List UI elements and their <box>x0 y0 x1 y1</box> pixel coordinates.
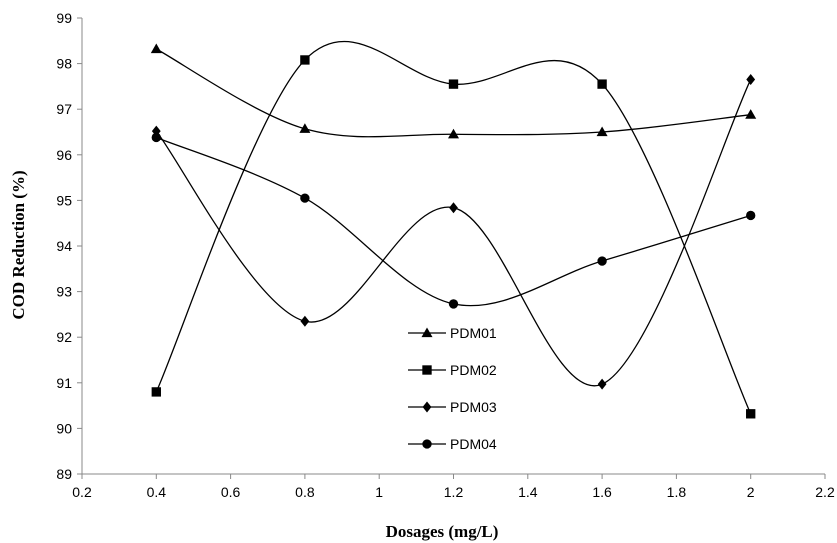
series-pdm02 <box>151 40 756 419</box>
y-tick-label: 95 <box>56 192 72 208</box>
x-tick-label: 1.4 <box>518 484 538 500</box>
legend-item-pdm02: PDM02 <box>408 362 497 378</box>
legend-marker-pdm01 <box>421 327 433 338</box>
data-point-pdm01 <box>745 109 757 119</box>
legend-label: PDM01 <box>450 325 497 341</box>
y-tick-label: 94 <box>56 238 72 254</box>
legend-label: PDM03 <box>450 399 497 415</box>
series-pdm03 <box>151 74 756 390</box>
y-tick-label: 98 <box>56 56 72 72</box>
data-point-pdm04 <box>151 132 161 143</box>
legend-item-pdm03: PDM03 <box>408 399 497 415</box>
data-point-pdm02 <box>746 409 756 419</box>
legend-marker-pdm02 <box>422 365 432 375</box>
y-tick-labels: 89 90 91 92 93 94 95 96 97 98 99 <box>56 10 82 482</box>
legend-item-pdm04: PDM04 <box>408 436 497 452</box>
x-tick-label: 0.8 <box>295 484 315 500</box>
legend-marker-pdm03 <box>422 401 432 413</box>
data-point-pdm03 <box>300 315 310 327</box>
data-point-pdm01 <box>150 43 162 54</box>
data-point-pdm01 <box>596 126 608 137</box>
data-point-pdm03 <box>597 378 607 390</box>
y-tick-label: 89 <box>56 466 72 482</box>
x-tick-label: 0.6 <box>221 484 241 500</box>
y-tick-label: 90 <box>56 420 72 436</box>
x-tick-label: 0.2 <box>72 484 92 500</box>
data-point-pdm04 <box>746 210 756 221</box>
x-axis-title: Dosages (mg/L) <box>386 522 499 541</box>
data-point-pdm04 <box>300 193 310 203</box>
y-tick-label: 92 <box>56 329 72 345</box>
series-line-pdm04 <box>156 136 751 307</box>
y-axis-title: COD Reduction (%) <box>9 170 28 319</box>
data-point-pdm02 <box>151 387 161 397</box>
y-tick-label: 93 <box>56 284 72 300</box>
y-tick-label: 99 <box>56 10 72 26</box>
legend-label: PDM04 <box>450 436 497 452</box>
series-line-pdm01 <box>155 48 751 138</box>
legend: PDM01 PDM02 PDM03 PDM04 <box>408 325 497 452</box>
x-tick-label: 2.2 <box>815 484 835 500</box>
series-line-pdm03 <box>155 79 752 387</box>
data-point-pdm02 <box>448 79 459 89</box>
x-tick-label: 0.4 <box>147 484 167 500</box>
y-tick-label: 91 <box>56 375 72 391</box>
data-point-pdm04 <box>597 256 607 266</box>
legend-item-pdm01: PDM01 <box>408 325 497 341</box>
y-tick-label: 97 <box>56 101 72 117</box>
legend-marker-pdm04 <box>422 439 432 449</box>
data-point-pdm03 <box>449 202 458 214</box>
x-tick-labels: 0.2 0.4 0.6 0.8 1 1.2 1.4 1.6 1.8 2 2.2 <box>72 474 835 500</box>
x-tick-label: 1.8 <box>667 484 687 500</box>
x-tick-label: 2 <box>747 484 755 500</box>
x-tick-label: 1.6 <box>592 484 612 500</box>
data-point-pdm04 <box>448 299 459 309</box>
x-tick-label: 1.2 <box>444 484 464 500</box>
data-point-pdm03 <box>746 74 756 86</box>
series-layer <box>150 40 757 419</box>
legend-label: PDM02 <box>450 362 497 378</box>
y-tick-label: 96 <box>56 147 72 163</box>
data-point-pdm02 <box>300 55 310 65</box>
data-point-pdm01 <box>299 123 311 133</box>
x-tick-label: 1 <box>375 484 383 500</box>
data-point-pdm02 <box>597 79 607 89</box>
series-pdm01 <box>150 43 757 139</box>
series-pdm04 <box>151 132 756 309</box>
data-point-pdm01 <box>448 128 459 139</box>
series-line-pdm02 <box>155 40 752 415</box>
